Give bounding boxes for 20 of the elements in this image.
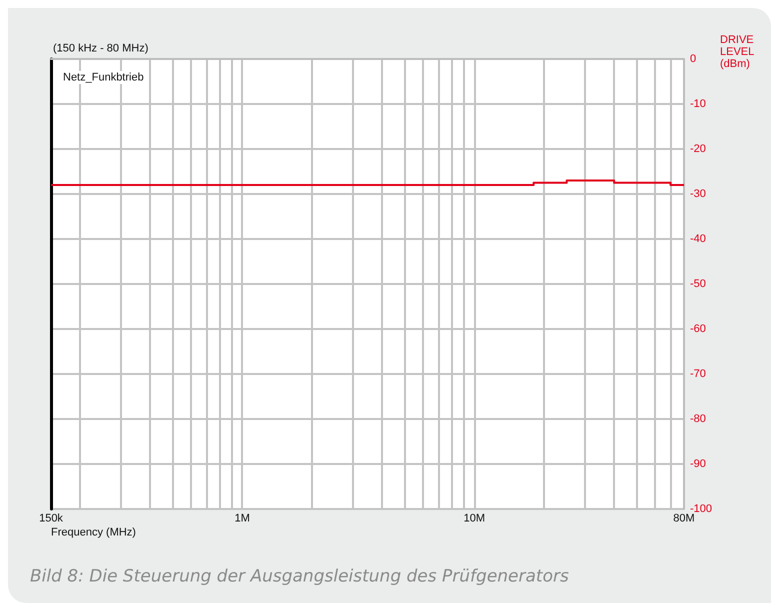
y-tick-label: 0 [690, 53, 696, 65]
chart-title: (150 kHz - 80 MHz) [53, 42, 148, 54]
y-tick-label: -10 [690, 98, 706, 110]
y-tick-label: -60 [690, 323, 706, 335]
text: Bild 8: Die Steuerung der Ausgangsleistung des Prüfgenerators [30, 566, 569, 586]
x-axis-title: Frequency (MHz) [51, 526, 136, 538]
y-tick-label: -30 [690, 188, 706, 200]
x-tick-label: 150k [39, 512, 64, 524]
x-tick-label: 10M [464, 512, 486, 524]
y-tick-label: -20 [690, 143, 706, 155]
y-tick-label: -50 [690, 278, 706, 290]
y-tick-label: -40 [690, 233, 706, 245]
y-tick-label: -90 [690, 458, 706, 470]
y-axis-title: DRIVE LEVEL (dBm) [720, 34, 757, 70]
x-tick-label: 80M [673, 512, 695, 524]
annotation: Netz_Funkbtrieb [63, 72, 144, 84]
x-tick-label: 1M [234, 512, 250, 524]
y-tick-label: -70 [690, 368, 706, 380]
y-tick-label: -100 [690, 503, 712, 515]
y-tick-label: -80 [690, 413, 706, 425]
